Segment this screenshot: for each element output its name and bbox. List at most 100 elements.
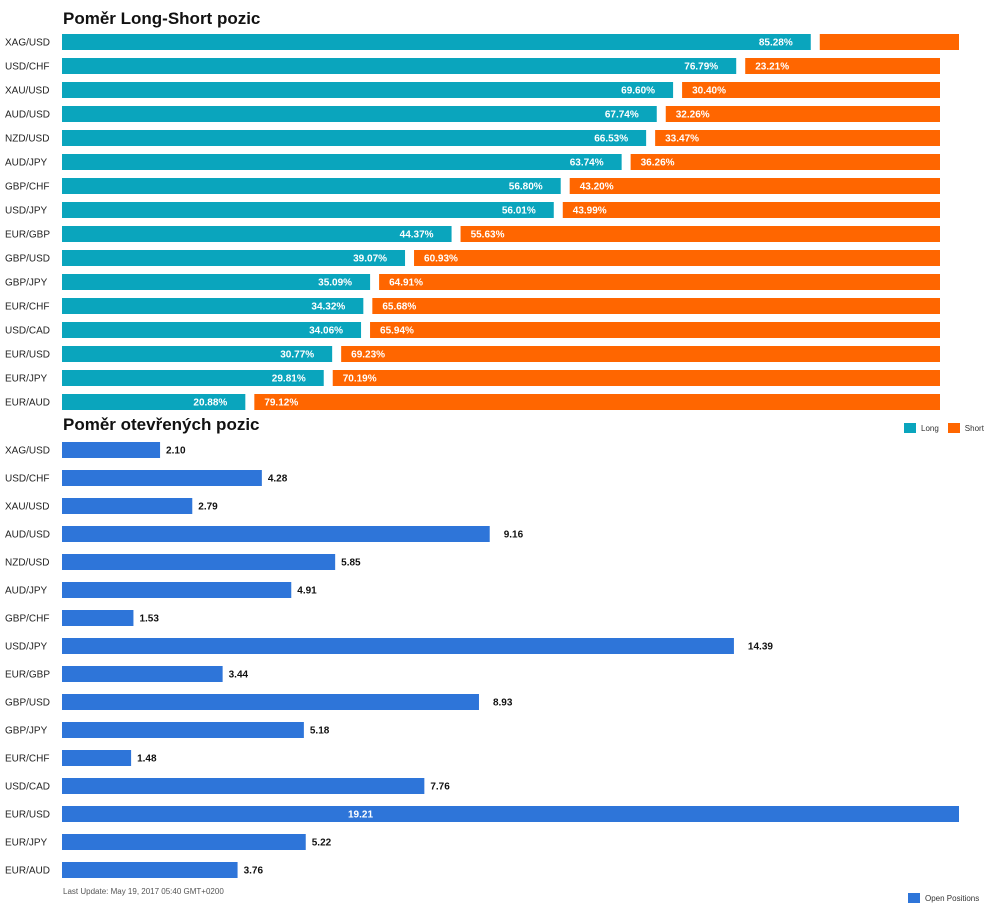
category-label: EUR/USD (5, 350, 50, 361)
open-positions-bar (62, 638, 734, 654)
short-value-label: 64.91% (389, 278, 423, 289)
short-value-label: 65.94% (380, 326, 414, 337)
open-positions-bar (62, 554, 336, 570)
long-value-label: 69.60% (621, 86, 655, 97)
open-positions-value-label: 8.93 (493, 698, 513, 709)
long-bar (62, 34, 811, 50)
short-bar (562, 202, 940, 218)
category-label: GBP/JPY (5, 278, 48, 289)
open-positions-value-label: 14.39 (748, 642, 773, 653)
category-label: GBP/CHF (5, 182, 49, 193)
legend-long-swatch (904, 423, 916, 433)
long-value-label: 63.74% (570, 158, 604, 169)
category-label: EUR/GBP (5, 230, 50, 241)
short-bar (665, 106, 940, 122)
open-positions-value-label: 5.22 (312, 838, 332, 849)
category-label: GBP/USD (5, 254, 50, 265)
open-positions-value-label: 3.44 (229, 670, 249, 681)
short-bar (414, 250, 940, 266)
long-bar (62, 346, 333, 362)
long-bar (62, 178, 561, 194)
open-positions-bar (62, 582, 292, 598)
long-value-label: 34.06% (309, 326, 343, 337)
open-positions-value-label: 9.16 (504, 530, 524, 541)
long-value-label: 56.80% (509, 182, 543, 193)
category-label: USD/CHF (5, 62, 49, 73)
legend-short-label: Short (964, 423, 984, 433)
legend-long-short: Long Short (904, 423, 984, 433)
legend-open-positions: Open Positions (908, 893, 979, 903)
long-value-label: 34.32% (311, 302, 345, 313)
category-label: XAG/USD (5, 446, 50, 457)
short-bar (630, 154, 940, 170)
open-positions-bar (62, 722, 304, 738)
short-value-label: 65.68% (382, 302, 416, 313)
open-positions-value-label: 2.10 (166, 446, 186, 457)
category-label: AUD/USD (5, 110, 50, 121)
long-value-label: 30.77% (280, 350, 314, 361)
category-label: XAU/USD (5, 86, 49, 97)
open-positions-bar (62, 442, 161, 458)
open-positions-value-label: 4.28 (268, 474, 288, 485)
long-bar (62, 58, 737, 74)
short-value-label: 60.93% (424, 254, 458, 265)
category-label: GBP/USD (5, 698, 50, 709)
category-label: GBP/JPY (5, 726, 48, 737)
long-value-label: 67.74% (605, 110, 639, 121)
open-positions-bar (62, 666, 223, 682)
long-value-label: 85.28% (759, 38, 793, 49)
open-positions-bar (62, 778, 425, 794)
open-positions-value-label: 3.76 (244, 866, 264, 877)
legend-open-label: Open Positions (925, 893, 980, 903)
category-label: USD/CAD (5, 782, 50, 793)
long-value-label: 29.81% (272, 374, 306, 385)
short-value-label: 43.20% (580, 182, 614, 193)
short-bar (655, 130, 940, 146)
category-label: XAU/USD (5, 502, 49, 513)
open-positions-bar (62, 834, 306, 850)
short-bar (332, 370, 940, 386)
legend-short-swatch (947, 423, 960, 433)
open-positions-value-label: 7.76 (430, 782, 450, 793)
long-bar (62, 298, 364, 314)
open-positions-bar (62, 862, 238, 878)
legend-open-swatch (908, 893, 920, 903)
chart-title-open-positions: Poměr otevřených pozic (63, 415, 260, 434)
short-value-label: 43.99% (573, 206, 607, 217)
category-label: EUR/AUD (5, 866, 50, 877)
long-value-label: 76.79% (684, 62, 718, 73)
short-bar (682, 82, 940, 98)
category-label: EUR/AUD (5, 398, 50, 409)
category-label: AUD/USD (5, 530, 50, 541)
long-bar (62, 82, 674, 98)
short-value-label: 23.21% (755, 62, 789, 73)
category-label: EUR/CHF (5, 302, 49, 313)
category-label: EUR/CHF (5, 754, 49, 765)
open-positions-value-label: 19.21 (348, 810, 373, 821)
category-label: GBP/CHF (5, 614, 49, 625)
short-bar (341, 346, 940, 362)
short-value-label: 69.23% (351, 350, 385, 361)
open-positions-value-label: 4.91 (297, 586, 317, 597)
category-label: AUD/JPY (5, 586, 48, 597)
long-bar (62, 226, 452, 242)
last-update-text: Last Update: May 19, 2017 05:40 GMT+0200 (63, 887, 224, 896)
long-bar (62, 250, 406, 266)
long-value-label: 56.01% (502, 206, 536, 217)
category-label: NZD/USD (5, 134, 49, 145)
short-bar (819, 34, 959, 50)
open-positions-bar (62, 750, 132, 766)
short-value-label: 30.40% (692, 86, 726, 97)
category-label: EUR/JPY (5, 838, 48, 849)
short-value-label: 33.47% (665, 134, 699, 145)
open-positions-bar (62, 806, 959, 822)
short-value-label: 32.26% (676, 110, 710, 121)
long-bar (62, 322, 362, 338)
category-label: USD/CHF (5, 474, 49, 485)
category-label: EUR/USD (5, 810, 50, 821)
category-label: AUD/JPY (5, 158, 48, 169)
short-bar (379, 274, 940, 290)
open-positions-bar (62, 470, 262, 486)
open-positions-value-label: 5.18 (310, 726, 330, 737)
short-value-label: 36.26% (641, 158, 675, 169)
